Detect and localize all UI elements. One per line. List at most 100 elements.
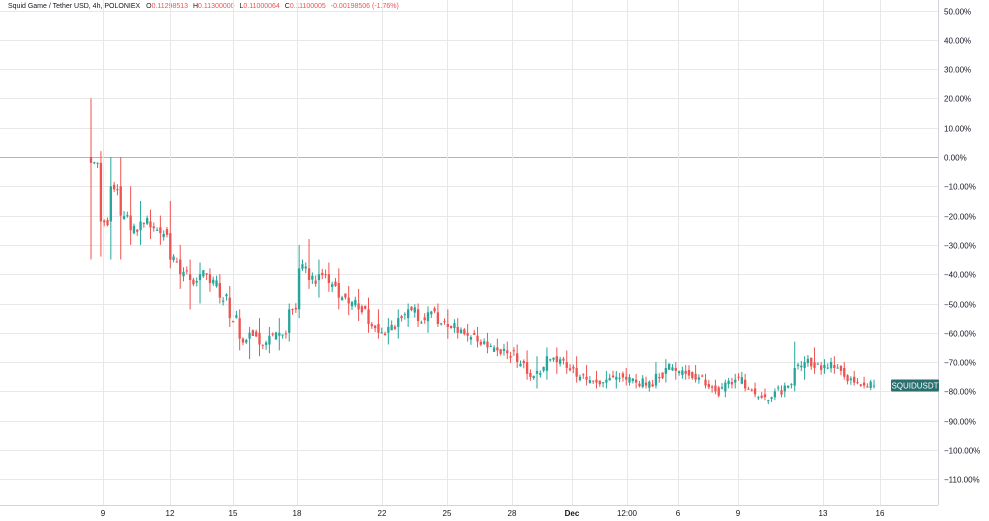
candle-body xyxy=(549,359,552,361)
low-value: 0.11000064 xyxy=(243,3,280,10)
y-tick-label: −60.00% xyxy=(944,330,976,339)
candle-body xyxy=(783,385,786,392)
candle-body xyxy=(413,307,416,313)
candle-body xyxy=(492,347,496,352)
candle-body xyxy=(367,309,370,325)
candle-body xyxy=(710,386,714,388)
candle-body xyxy=(829,361,833,369)
y-tick-label: −110.00% xyxy=(944,476,980,485)
chart-legend: Squid Game / Tether USD, 4h, POLONIEX O0… xyxy=(8,3,399,10)
open-label: O xyxy=(146,3,152,10)
candle-body xyxy=(264,342,268,345)
candle-body xyxy=(704,379,707,386)
candle-body xyxy=(806,358,810,364)
candle-body xyxy=(440,323,443,325)
candle-body xyxy=(730,382,734,385)
candle-body xyxy=(585,376,588,380)
candle-body xyxy=(621,373,625,378)
candle-body xyxy=(661,372,664,379)
candle-body xyxy=(182,271,185,277)
candle-body xyxy=(205,273,208,275)
candle-body xyxy=(132,225,136,234)
candle-body xyxy=(407,309,410,319)
candle-body xyxy=(496,347,499,351)
candle-body xyxy=(215,280,218,287)
candle-body xyxy=(641,378,644,387)
candle-body xyxy=(261,344,264,346)
candle-body xyxy=(648,381,651,388)
price-axis[interactable]: 50.00% 40.00% 30.00% 20.00% 10.00% 0.00% −10.0… xyxy=(938,0,981,505)
candle-body xyxy=(535,370,539,374)
time-axis[interactable]: 9 12 15 18 22 25 28 Dec 12:00 6 9 13 16 xyxy=(0,505,938,519)
candle-body xyxy=(225,294,228,297)
candle-body xyxy=(251,330,255,336)
candle-body xyxy=(109,186,112,222)
candle-body xyxy=(638,383,641,387)
candle-body xyxy=(644,382,648,386)
candle-body xyxy=(839,365,843,371)
candle-body xyxy=(410,306,413,311)
candle-body xyxy=(763,394,767,398)
candle-body xyxy=(258,332,261,345)
candle-body xyxy=(813,362,816,368)
grid-lines xyxy=(0,0,938,505)
candle-body xyxy=(674,367,677,371)
candles xyxy=(89,98,876,405)
candle-body xyxy=(393,326,397,329)
x-tick-label: 9 xyxy=(736,509,741,518)
candle-body xyxy=(426,312,430,322)
last-value-tag: SQUIDUSDT xyxy=(891,379,939,392)
candle-body xyxy=(743,379,747,389)
candle-body xyxy=(383,333,387,336)
open-value: 0.11298513 xyxy=(151,3,189,10)
y-tick-label: 0.00% xyxy=(944,154,967,163)
candle-body xyxy=(525,362,529,374)
candle-body xyxy=(321,272,324,276)
y-tick-label: −90.00% xyxy=(944,418,976,427)
candle-body xyxy=(872,385,876,387)
candle-body xyxy=(522,360,525,364)
candle-body xyxy=(149,221,152,228)
candle-body xyxy=(129,215,132,231)
x-tick-label: 12:00 xyxy=(617,509,638,518)
candle-body xyxy=(152,226,155,229)
candle-body xyxy=(628,377,631,383)
candle-body xyxy=(582,374,585,376)
candle-body xyxy=(601,382,605,384)
candle-body xyxy=(532,376,535,379)
high-label: H xyxy=(192,3,199,10)
candle-body xyxy=(238,318,241,339)
candle-body xyxy=(545,356,549,371)
candle-body xyxy=(370,324,373,327)
candle-body xyxy=(823,365,826,368)
candle-body xyxy=(430,311,433,315)
candle-body xyxy=(159,227,162,234)
candle-body xyxy=(687,369,691,376)
candle-body xyxy=(793,367,796,386)
candle-body xyxy=(466,332,469,336)
candle-body xyxy=(796,364,800,367)
candle-body xyxy=(347,297,350,304)
change-value: -0.00198506 (-1.76%) xyxy=(330,3,399,10)
candle-body xyxy=(753,388,757,395)
y-tick-label: −20.00% xyxy=(944,213,976,222)
candle-body xyxy=(122,216,126,219)
candle-body xyxy=(859,384,862,386)
high-value: 0.11300000 xyxy=(198,3,235,10)
candle-body xyxy=(192,279,195,285)
candle-body xyxy=(469,337,473,340)
candle-body xyxy=(605,379,608,383)
candle-body xyxy=(291,309,294,311)
candle-body xyxy=(489,346,492,348)
candle-body xyxy=(476,335,479,342)
x-tick-label: 25 xyxy=(443,509,452,518)
candle-body xyxy=(810,357,813,367)
candle-body xyxy=(228,297,231,319)
candle-body xyxy=(387,326,390,333)
candle-body xyxy=(103,220,106,223)
y-tick-label: −80.00% xyxy=(944,388,976,397)
last-value-tag-bg xyxy=(891,379,939,392)
candle-body xyxy=(327,274,331,283)
candle-body xyxy=(770,397,773,399)
